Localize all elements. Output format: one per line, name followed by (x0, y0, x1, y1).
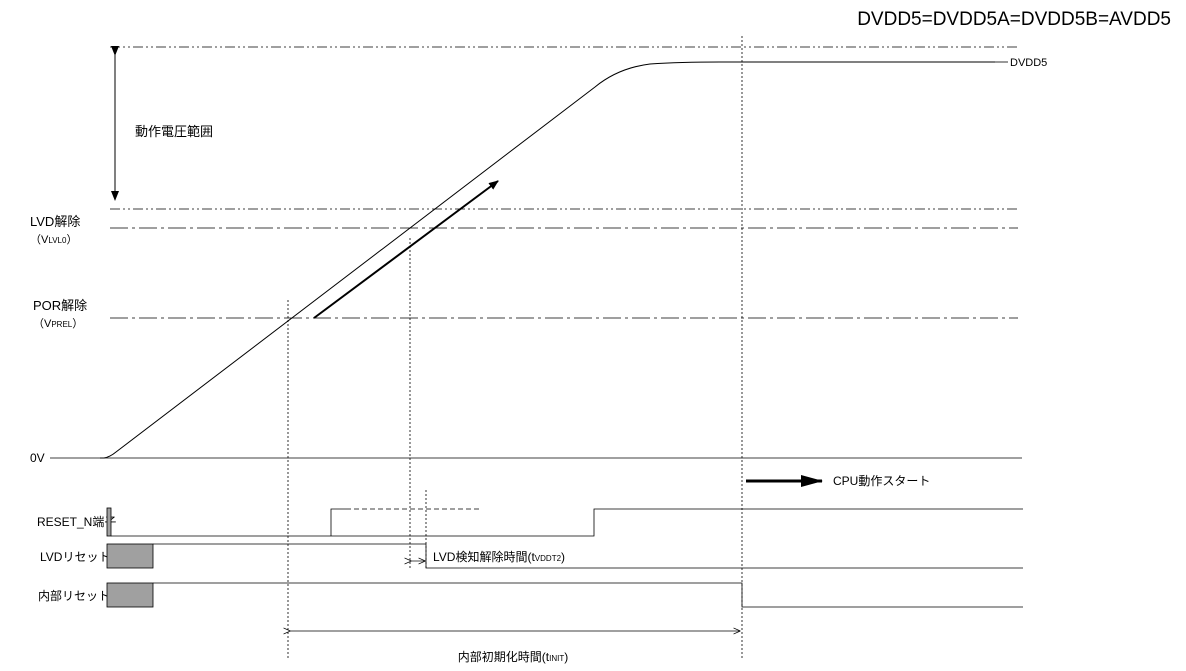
reset-pin-waveform (111, 508, 1023, 537)
lvd-release-label: LVD解除 (30, 214, 80, 229)
internal-reset-waveform (153, 582, 1023, 608)
cpu-start-label: CPU動作スタート (833, 474, 930, 488)
rising-direction-arrow (313, 180, 499, 319)
reset-pin-initial-box (106, 507, 112, 537)
supply-equation-label: DVDD5=DVDD5A=DVDD5B=AVDD5 (857, 9, 1171, 30)
por-release-label: POR解除 (33, 298, 87, 313)
lvd-reset-waveform (153, 543, 1023, 569)
dvdd5-ramp-curve (100, 61, 995, 459)
lvd-release-symbol: （VLVL0） (30, 233, 77, 246)
reset-pin-label: RESET_N端子 (37, 515, 116, 529)
lvd-detect-release-time-label: LVD検知解除時間(tVDDT2) (433, 549, 565, 564)
lvd-reset-label: LVDリセット (40, 550, 110, 564)
internal-reset-initial-box (106, 582, 154, 608)
lvd-reset-initial-box (106, 543, 154, 569)
operating-range-label: 動作電圧範囲 (135, 124, 213, 139)
dvdd5-label: DVDD5 (1010, 57, 1047, 69)
por-release-symbol: （VPREL） (33, 317, 83, 330)
zero-volt-label: 0V (30, 451, 45, 465)
internal-init-time-label: 内部初期化時間(tINIT) (458, 649, 568, 664)
internal-reset-label: 内部リセット (38, 588, 110, 603)
